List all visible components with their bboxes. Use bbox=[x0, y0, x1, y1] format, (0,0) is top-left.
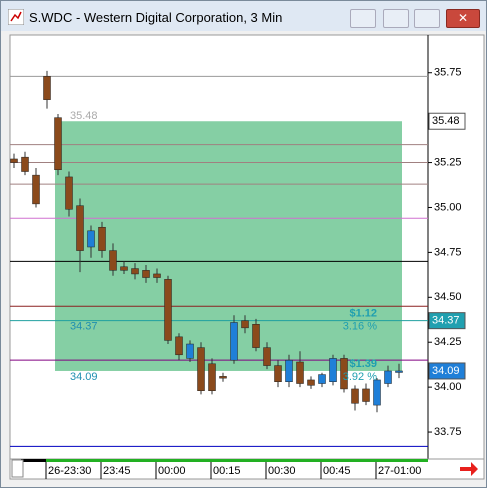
candle-body bbox=[10, 158, 18, 163]
chart: 33.7534.0034.2534.5034.7535.0035.2535.50… bbox=[9, 34, 485, 480]
candle-body bbox=[285, 359, 293, 382]
candle-body bbox=[197, 347, 205, 391]
x-tick-label: 00:45 bbox=[323, 465, 351, 477]
candle-body bbox=[274, 365, 282, 382]
price-tag bbox=[428, 112, 466, 130]
candle-body bbox=[263, 347, 271, 366]
y-tick-label: 35.75 bbox=[434, 67, 462, 79]
candle-body bbox=[98, 226, 106, 251]
candle-body bbox=[43, 76, 51, 100]
y-tick-label: 35.00 bbox=[434, 201, 462, 213]
time-axis-bar bbox=[21, 459, 46, 462]
scroll-arrow[interactable] bbox=[460, 462, 478, 476]
price-tag-label: 34.37 bbox=[432, 315, 460, 327]
y-tick-label: 33.75 bbox=[434, 426, 462, 438]
x-tick-label: 23:45 bbox=[103, 465, 131, 477]
price-tag-label: 34.09 bbox=[432, 365, 460, 377]
x-tick-label: 00:00 bbox=[158, 465, 186, 477]
y-tick-label: 34.50 bbox=[434, 291, 462, 303]
candle-body bbox=[230, 322, 238, 361]
candle-body bbox=[21, 156, 29, 172]
y-tick-label: 34.00 bbox=[434, 381, 462, 393]
candle-body bbox=[219, 376, 227, 379]
candle-body bbox=[362, 388, 370, 402]
change-percent: 3.92 % bbox=[343, 371, 377, 383]
candle-body bbox=[340, 358, 348, 390]
candle-body bbox=[296, 361, 304, 384]
candle-body bbox=[329, 358, 337, 382]
y-tick-label: 34.75 bbox=[434, 246, 462, 258]
maximize-button[interactable] bbox=[414, 9, 440, 28]
price-tag-label: 35.48 bbox=[432, 115, 460, 127]
candle-body bbox=[252, 324, 260, 348]
minimize-button[interactable] bbox=[383, 9, 409, 28]
candle-body bbox=[32, 174, 40, 205]
change-amount: $1.39 bbox=[349, 358, 377, 370]
candle-body bbox=[395, 370, 403, 373]
x-tick-label: 00:15 bbox=[213, 465, 241, 477]
time-axis-bar bbox=[46, 459, 428, 462]
candle-body bbox=[164, 279, 172, 341]
change-amount: $1.12 bbox=[349, 308, 377, 320]
corner-box[interactable] bbox=[11, 459, 24, 478]
y-tick-label: 34.25 bbox=[434, 336, 462, 348]
app-icon bbox=[8, 9, 24, 25]
candle-body bbox=[87, 230, 95, 248]
zone-label: 34.09 bbox=[70, 371, 98, 383]
candle-body bbox=[131, 268, 139, 275]
candle-body bbox=[120, 266, 128, 271]
x-tick-label: 27-01:00 bbox=[378, 465, 421, 477]
price-tag bbox=[428, 312, 466, 330]
candle-body bbox=[373, 379, 381, 406]
candle-body bbox=[208, 363, 216, 391]
close-button[interactable]: ✕ bbox=[446, 9, 480, 28]
window-title: S.WDC - Western Digital Corporation, 3 M… bbox=[29, 10, 283, 25]
candle-body bbox=[186, 343, 194, 359]
zone bbox=[55, 121, 402, 371]
candle-body bbox=[142, 270, 150, 278]
price-tag bbox=[428, 362, 466, 380]
candle-body bbox=[65, 176, 73, 210]
candle-body bbox=[384, 370, 392, 384]
candle-body bbox=[241, 320, 249, 329]
candle-body bbox=[175, 336, 183, 356]
candle-body bbox=[153, 273, 161, 278]
change-percent: 3.16 % bbox=[343, 321, 377, 333]
zone-label: 35.48 bbox=[70, 110, 98, 122]
x-tick-label: 00:30 bbox=[268, 465, 296, 477]
candle-body bbox=[307, 379, 315, 386]
y-tick-label: 35.25 bbox=[434, 156, 462, 168]
zone-label: 34.37 bbox=[70, 321, 98, 333]
candle-body bbox=[318, 374, 326, 384]
candle-body bbox=[76, 205, 84, 251]
candle-body bbox=[109, 250, 117, 271]
title-bar: S.WDC - Western Digital Corporation, 3 M… bbox=[1, 1, 486, 31]
link-button[interactable] bbox=[350, 9, 376, 28]
x-tick-label: 26-23:30 bbox=[48, 465, 91, 477]
candle-body bbox=[351, 388, 359, 404]
candle-body bbox=[54, 117, 62, 170]
